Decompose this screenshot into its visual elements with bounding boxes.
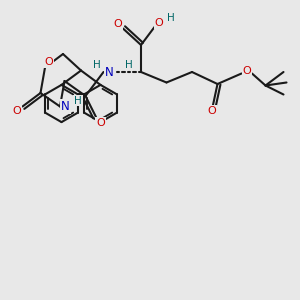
Text: O: O [96,118,105,128]
Text: N: N [61,100,70,113]
Text: O: O [154,18,164,28]
Text: H: H [93,60,101,70]
Text: H: H [124,59,132,70]
Text: O: O [12,106,21,116]
Text: O: O [242,65,251,76]
Text: H: H [167,13,175,23]
Text: O: O [207,106,216,116]
Text: H: H [74,95,82,106]
Text: N: N [104,65,113,79]
Text: O: O [113,19,122,29]
Text: O: O [44,57,53,67]
